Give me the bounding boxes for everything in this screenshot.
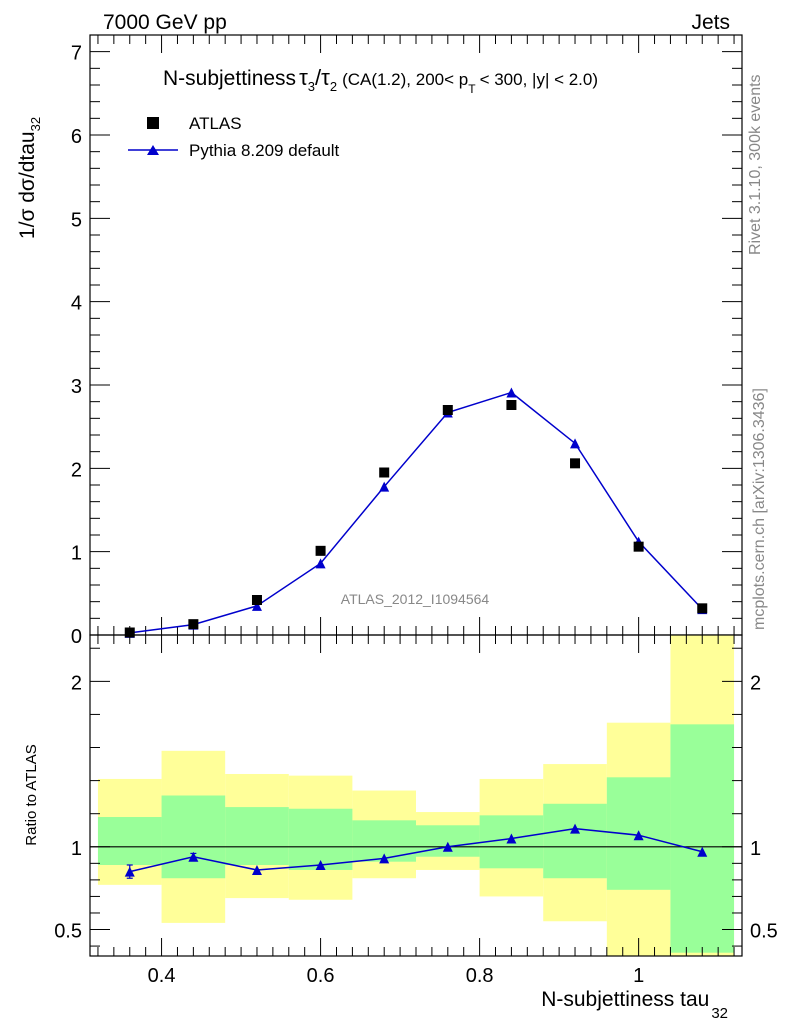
ratio-ytick-label: 1 xyxy=(71,838,82,860)
title-sub3: 3 xyxy=(308,79,315,94)
atlas-point xyxy=(124,627,135,638)
title-tau3: τ xyxy=(299,65,308,90)
ratio-band-green xyxy=(225,807,289,865)
title-cut-a: (CA(1.2), 200< p xyxy=(342,70,468,89)
atlas-point xyxy=(188,619,199,630)
main-ylabel-text: 1/σ dσ/dtau xyxy=(16,131,39,239)
ratio-ylabel: Ratio to ATLAS xyxy=(23,744,40,845)
legend-atlas-label: ATLAS xyxy=(189,114,242,133)
xlabel: N-subjettiness tau32 xyxy=(541,988,728,1022)
ratio-xtick-label: 1 xyxy=(633,965,644,987)
legend-atlas-marker xyxy=(147,117,159,129)
ratio-band-green xyxy=(288,808,353,870)
atlas-point xyxy=(379,467,390,478)
atlas-point xyxy=(315,545,326,556)
atlas-point xyxy=(506,400,517,410)
title-main: N-subjettiness xyxy=(163,67,296,90)
pythia-point xyxy=(506,387,517,398)
main-ytick-label: 7 xyxy=(71,43,82,65)
pythia-line xyxy=(129,391,703,634)
ratio-xtick-label: 0.8 xyxy=(466,965,494,987)
atlas-point xyxy=(251,595,262,605)
ratio-xtick-label: 0.4 xyxy=(148,965,176,987)
ratio-band-green xyxy=(543,803,607,879)
ratio-xtick-label: 0.6 xyxy=(307,965,335,987)
ratio-pythia-point xyxy=(251,864,262,875)
ratio-ytick-label-right: 0.5 xyxy=(750,921,778,943)
main-ylabel: 1/σ dσ/dtau32 xyxy=(16,117,43,239)
ratio-pythia-point xyxy=(570,823,581,834)
rivet-label: Rivet 3.1.10, 300k events xyxy=(747,74,764,255)
xlabel-sub: 32 xyxy=(711,1005,728,1022)
title-cut-b: < 300, |y| < 2.0) xyxy=(480,70,598,89)
title-sub2: 2 xyxy=(330,79,337,94)
pythia-point xyxy=(570,438,581,449)
pythia-point xyxy=(379,481,390,492)
ratio-band-green xyxy=(97,817,162,865)
legend-pythia-label: Pythia 8.209 default xyxy=(189,141,340,160)
legend-pythia-marker xyxy=(147,145,159,155)
atlas-point xyxy=(697,603,708,614)
ratio-band-green xyxy=(670,724,735,953)
ratio-panel: 0.4 0.6 0.8 1 0.5 0.5 1 1 2 2 xyxy=(54,634,778,987)
ratio-pythia-line xyxy=(129,827,703,873)
ratio-pythia-point xyxy=(697,846,708,857)
atlas-point xyxy=(633,541,644,552)
header-right: Jets xyxy=(691,11,730,34)
pythia-point xyxy=(315,558,326,569)
ratio-band-green xyxy=(161,795,226,879)
ratio-pythia-point xyxy=(188,851,199,862)
main-ytick-label: 1 xyxy=(71,543,82,565)
analysis-label: ATLAS_2012_I1094564 xyxy=(341,591,490,607)
ratio-pythia-point xyxy=(442,841,453,852)
ratio-ytick-label-right: 1 xyxy=(750,838,761,860)
main-ytick-label: 6 xyxy=(71,126,82,148)
main-ytick-label: 4 xyxy=(71,293,82,315)
main-ytick-label: 5 xyxy=(71,209,82,231)
ratio-ytick-label: 0.5 xyxy=(54,921,82,943)
atlas-point xyxy=(442,405,453,415)
main-ytick-label: 0 xyxy=(71,626,82,648)
title-slash: / xyxy=(315,65,322,90)
main-title: N-subjettiness τ3/τ2 (CA(1.2), 200< pT < 30… xyxy=(163,65,598,96)
ratio-pythia-point xyxy=(379,853,390,864)
ratio-pythia-point xyxy=(506,833,517,844)
header-left: 7000 GeV pp xyxy=(103,11,227,34)
legend: ATLAS Pythia 8.209 default xyxy=(128,114,340,160)
ratio-pythia-point xyxy=(315,859,326,870)
title-tau2: τ xyxy=(321,65,330,90)
mcplots-label: mcplots.cern.ch [arXiv:1306.3436] xyxy=(751,388,768,630)
ratio-ytick-label: 2 xyxy=(71,672,82,694)
atlas-point xyxy=(570,458,581,469)
main-frame xyxy=(89,34,743,636)
main-ytick-label: 2 xyxy=(71,459,82,481)
main-ylabel-sub: 32 xyxy=(28,117,43,131)
main-ytick-label: 3 xyxy=(71,376,82,398)
xlabel-text: N-subjettiness tau xyxy=(541,988,709,1011)
ratio-ytick-label-right: 2 xyxy=(750,672,761,694)
ratio-band-green xyxy=(416,825,480,857)
ratio-pythia-point xyxy=(633,830,644,841)
title-cut-sub: T xyxy=(468,82,476,96)
ratio-pythia-point xyxy=(124,866,135,877)
pythia-point xyxy=(251,600,262,611)
